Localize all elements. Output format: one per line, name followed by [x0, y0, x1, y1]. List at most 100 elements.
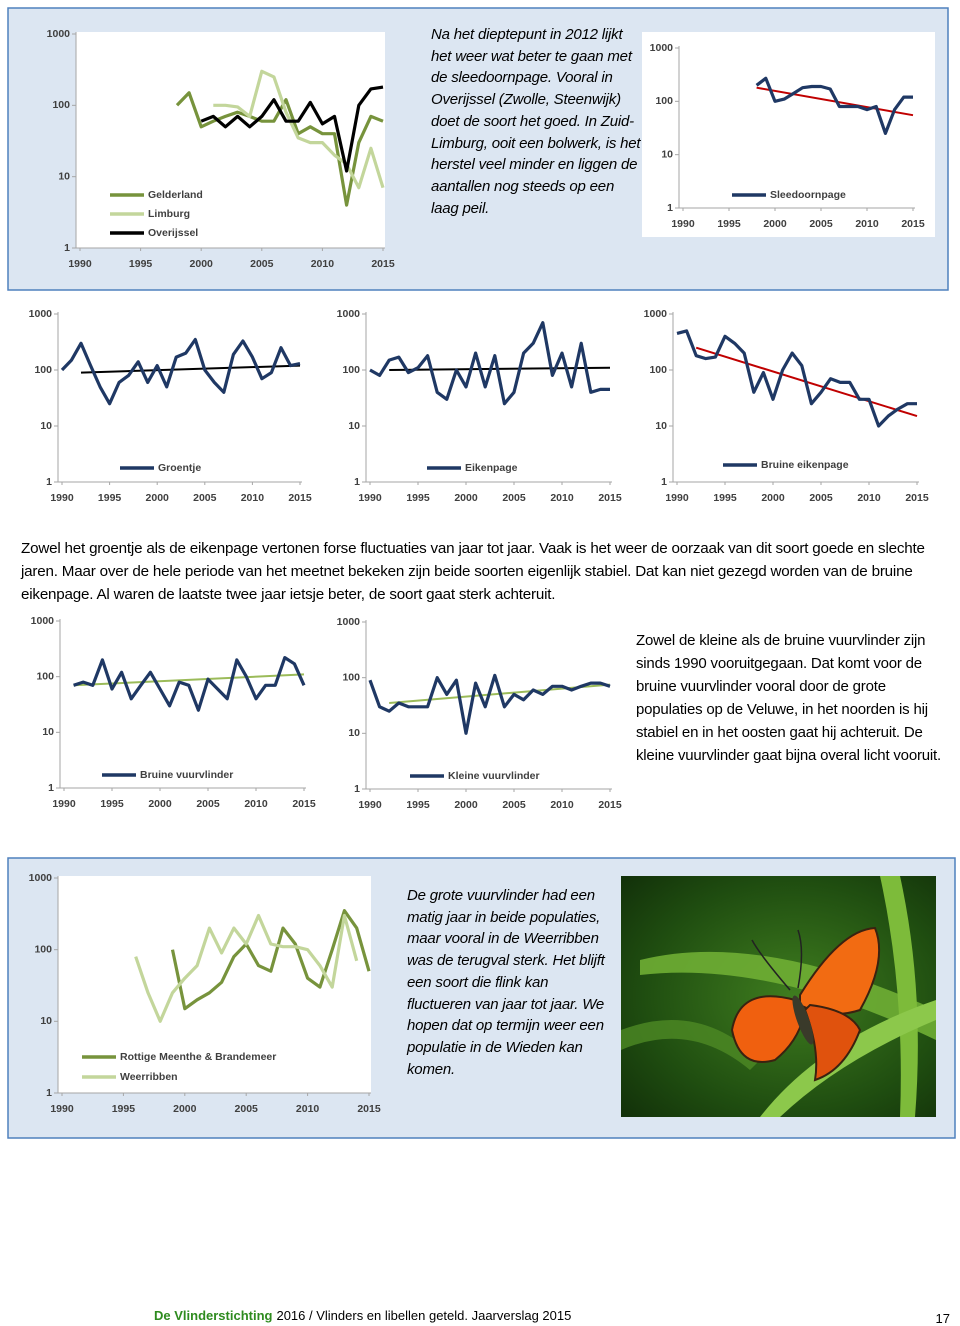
y-tick-label: 10	[655, 420, 667, 432]
x-tick-label: 2005	[250, 258, 274, 270]
x-tick-label: 1990	[50, 1103, 74, 1115]
y-tick-label: 100	[342, 364, 360, 376]
y-tick-label: 1000	[29, 872, 53, 884]
y-tick-label: 10	[58, 170, 70, 182]
y-tick-label: 1000	[31, 615, 55, 627]
y-tick-label: 1	[48, 782, 54, 794]
paragraph: De grote vuurvlinder had een matig jaar …	[407, 887, 605, 1078]
x-tick-label: 2010	[550, 492, 574, 504]
legend-label: Overijssel	[148, 227, 198, 239]
x-tick-label: 2015	[598, 799, 622, 811]
x-tick-label: 2015	[357, 1103, 381, 1115]
x-tick-label: 1990	[671, 218, 695, 230]
x-tick-label: 2005	[809, 218, 833, 230]
paragraph: Na het dieptepunt in 2012 lijkt het weer…	[431, 26, 641, 217]
x-tick-label: 2010	[550, 799, 574, 811]
data-line	[73, 656, 306, 712]
y-tick-label: 10	[348, 420, 360, 432]
x-tick-label: 2000	[190, 258, 214, 270]
y-tick-label: 100	[655, 95, 673, 107]
plot-area	[673, 312, 919, 482]
x-tick-label: 1995	[717, 218, 741, 230]
legend-label: Limburg	[148, 208, 190, 220]
x-tick-label: 2005	[193, 492, 217, 504]
data-line	[676, 329, 917, 428]
y-tick-label: 1000	[337, 616, 361, 628]
x-tick-label: 2000	[148, 798, 172, 810]
x-tick-label: 2000	[763, 218, 787, 230]
x-tick-label: 2015	[371, 258, 395, 270]
legend-label: Eikenpage	[465, 462, 518, 474]
y-tick-label: 1000	[644, 308, 668, 320]
y-tick-label: 1	[667, 202, 673, 214]
y-tick-label: 10	[348, 727, 360, 739]
y-tick-label: 1000	[337, 308, 361, 320]
x-tick-label: 2010	[244, 798, 268, 810]
data-line	[60, 337, 301, 406]
paragraph: Zowel de kleine als de bruine vuurvlinde…	[636, 632, 941, 764]
x-tick-label: 2015	[901, 218, 925, 230]
data-line	[213, 69, 385, 190]
y-tick-label: 1	[354, 476, 360, 488]
x-tick-label: 2005	[502, 799, 526, 811]
x-tick-label: 2000	[454, 492, 478, 504]
legend-label: Kleine vuurvlinder	[448, 770, 540, 782]
x-tick-label: 2000	[761, 492, 785, 504]
data-line	[200, 85, 384, 173]
y-tick-label: 1000	[29, 308, 53, 320]
x-tick-label: 1990	[358, 799, 382, 811]
y-tick-label: 1	[46, 1087, 52, 1099]
legend-label: Sleedoornpage	[770, 189, 846, 201]
x-tick-label: 2010	[857, 492, 881, 504]
x-tick-label: 2010	[855, 218, 879, 230]
footer-text: 2016 / Vlinders en libellen geteld. Jaar…	[276, 1308, 572, 1323]
y-tick-label: 100	[36, 670, 54, 682]
data-line	[170, 909, 371, 1011]
x-tick-label: 1995	[100, 798, 124, 810]
y-tick-label: 10	[40, 420, 52, 432]
footer: De Vlinderstichting 2016 / Vlinders en li…	[154, 1308, 571, 1323]
x-tick-label: 1995	[406, 799, 430, 811]
x-tick-label: 1995	[713, 492, 737, 504]
legend-label: Weerribben	[120, 1071, 178, 1083]
y-tick-label: 1	[661, 476, 667, 488]
x-tick-label: 2015	[288, 492, 312, 504]
x-tick-label: 2000	[454, 799, 478, 811]
trend-line	[756, 86, 914, 117]
y-tick-label: 100	[52, 99, 70, 111]
plot-area	[366, 620, 612, 789]
legend-label: Groentje	[158, 462, 201, 474]
trend-line	[80, 364, 301, 374]
y-tick-label: 100	[649, 364, 667, 376]
legend-label: Rottige Meenthe & Brandemeer	[120, 1051, 276, 1063]
y-tick-label: 100	[34, 943, 52, 955]
data-line	[755, 76, 913, 135]
data-line	[134, 913, 359, 1023]
x-tick-label: 2010	[241, 492, 265, 504]
x-tick-label: 2015	[905, 492, 929, 504]
x-tick-label: 1990	[665, 492, 689, 504]
photo	[621, 876, 936, 1117]
x-tick-label: 2005	[809, 492, 833, 504]
plot-area	[58, 312, 302, 482]
x-tick-label: 1995	[406, 492, 430, 504]
y-tick-label: 1000	[47, 28, 71, 40]
y-tick-label: 10	[661, 148, 673, 160]
y-tick-label: 1	[46, 476, 52, 488]
page-number: 17	[935, 1311, 950, 1326]
plot-area	[76, 32, 385, 248]
data-line	[368, 673, 611, 735]
x-tick-label: 1995	[112, 1103, 136, 1115]
x-tick-label: 1990	[358, 492, 382, 504]
x-tick-label: 1990	[52, 798, 76, 810]
y-tick-label: 1	[64, 242, 70, 254]
legend-label: Bruine eikenpage	[761, 459, 849, 471]
x-tick-label: 2005	[235, 1103, 259, 1115]
y-tick-label: 1000	[650, 42, 674, 54]
x-tick-label: 1990	[68, 258, 92, 270]
y-tick-label: 10	[42, 726, 54, 738]
x-tick-label: 2000	[173, 1103, 197, 1115]
x-tick-label: 1990	[50, 492, 74, 504]
